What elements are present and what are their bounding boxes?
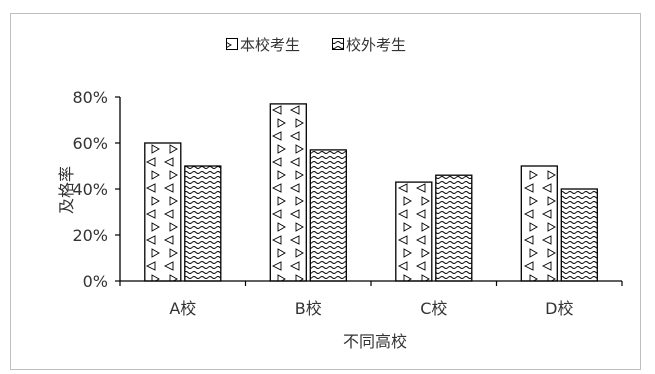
- y-tick-label-3: 40%: [72, 180, 108, 199]
- bar-series-2-category-1: [184, 165, 222, 282]
- bar-series-1-category-1: [144, 142, 182, 282]
- bar-series-2-category-3: [435, 174, 473, 282]
- legend-swatch-series-1: [226, 38, 238, 50]
- legend-label-series-1: 本校考生: [240, 36, 300, 54]
- bar-series-1-category-2: [269, 103, 307, 282]
- x-category-label-4: D校: [545, 299, 573, 318]
- bar-series-2-category-2: [309, 149, 347, 282]
- bar-series-2-category-4: [560, 188, 598, 282]
- y-tick-label-2: 20%: [72, 226, 108, 245]
- y-tick-label-4: 60%: [72, 134, 108, 153]
- legend-item-series-1: 本校考生: [226, 36, 300, 54]
- x-category-label-1: A校: [169, 299, 196, 318]
- x-category-label-2: B校: [295, 299, 322, 318]
- y-tick-label-1: 0%: [83, 272, 108, 291]
- legend-item-series-2: 校外考生: [332, 36, 406, 54]
- bar-series-1-category-3: [395, 181, 433, 282]
- legend-swatch-series-2: [332, 38, 344, 50]
- legend: 本校考生 校外考生: [226, 36, 406, 54]
- y-axis-title: 及格率: [57, 166, 76, 214]
- legend-label-series-2: 校外考生: [346, 36, 406, 54]
- x-category-label-3: C校: [420, 299, 447, 318]
- plot-area: 0% 20% 40% 60% 80% A校 B校 C校 D校: [72, 88, 623, 318]
- bar-series-1-category-4: [520, 165, 558, 282]
- x-axis-title: 不同高校: [343, 332, 407, 351]
- y-tick-label-5: 80%: [72, 88, 108, 107]
